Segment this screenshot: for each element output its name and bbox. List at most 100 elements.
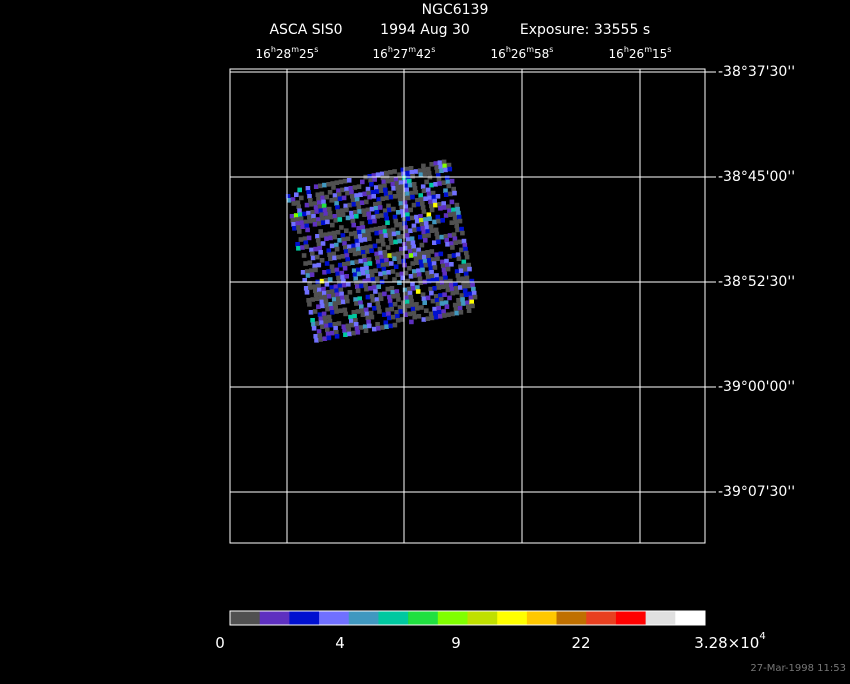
pixel — [466, 262, 471, 268]
pixel — [352, 247, 357, 253]
dec-label: -39°00'00'' — [718, 379, 795, 395]
pixel — [406, 195, 411, 201]
pixel — [300, 245, 305, 250]
pixel — [390, 290, 395, 295]
pixel — [377, 205, 383, 210]
pixel — [429, 162, 434, 167]
pixel — [431, 257, 436, 262]
pixel — [385, 220, 390, 225]
pixel — [456, 256, 462, 261]
pixel — [374, 230, 379, 236]
pixel — [337, 217, 343, 222]
pixel — [372, 306, 377, 311]
pixel — [337, 238, 342, 243]
pixel — [433, 310, 438, 316]
pixel — [353, 234, 359, 240]
pixel — [399, 250, 405, 256]
pixel — [434, 165, 439, 170]
pixel — [431, 261, 437, 266]
pixel — [360, 246, 365, 251]
pixel — [313, 288, 318, 293]
pixel — [286, 198, 292, 203]
exposure: Exposure: 33555 s — [520, 22, 650, 38]
pixel — [357, 234, 363, 239]
pixel — [435, 235, 440, 241]
frame — [229, 68, 706, 544]
pixel — [387, 253, 392, 258]
pixel — [363, 307, 369, 313]
pixel — [383, 274, 388, 280]
pixel — [362, 278, 368, 284]
pixel — [318, 208, 324, 213]
pixel — [295, 200, 301, 205]
pixel — [438, 293, 443, 298]
pixel — [387, 207, 392, 213]
image — [285, 159, 478, 343]
pixel — [405, 170, 410, 176]
pixel — [376, 197, 381, 202]
pixel — [340, 187, 345, 193]
pixel — [328, 322, 333, 328]
pixel — [411, 310, 417, 316]
pixel — [314, 296, 320, 301]
pixel — [405, 212, 410, 217]
pixel — [312, 284, 317, 289]
pixel — [345, 257, 350, 262]
pixel — [358, 258, 364, 264]
pixel — [381, 225, 387, 230]
pixel — [316, 262, 322, 268]
pixel — [324, 323, 329, 329]
pixel — [395, 272, 401, 277]
pixel — [375, 259, 381, 265]
pixel — [417, 276, 423, 281]
pixel — [372, 177, 377, 182]
pixel — [290, 218, 296, 223]
pixel — [299, 195, 304, 201]
pixel — [393, 239, 398, 245]
pixel — [307, 214, 312, 220]
pixel — [408, 253, 414, 258]
pixel — [307, 281, 312, 286]
pixel — [401, 192, 406, 197]
pixel — [375, 322, 380, 327]
pixel — [430, 298, 436, 304]
pixel — [414, 302, 419, 307]
pixel — [314, 209, 320, 214]
pixel — [344, 207, 349, 213]
pixel — [436, 239, 441, 245]
pixel — [317, 246, 323, 251]
ra-label: 16h28m25s — [256, 45, 319, 61]
pixel — [402, 200, 408, 205]
pixel — [325, 306, 330, 312]
pixel — [328, 302, 334, 307]
pixel — [307, 218, 313, 224]
pixel — [368, 244, 374, 249]
pixel — [420, 226, 426, 231]
pixel — [413, 252, 418, 257]
pixel — [362, 324, 368, 329]
colorbar-label: 0 — [215, 634, 225, 652]
pixel — [365, 270, 370, 275]
pixel — [313, 334, 318, 339]
pixel — [367, 236, 372, 241]
pixel — [428, 266, 434, 271]
pixel — [364, 286, 369, 292]
pixel — [405, 278, 410, 284]
pixel — [429, 270, 434, 275]
pixel — [368, 178, 373, 183]
pixel — [417, 168, 423, 173]
pixel — [433, 314, 439, 320]
pixel — [349, 318, 354, 324]
pixel — [366, 211, 371, 217]
pixel — [442, 313, 447, 318]
pixel — [450, 245, 455, 250]
pixel — [374, 185, 379, 190]
pixel — [418, 280, 424, 285]
pixel — [382, 270, 387, 276]
pixel — [296, 204, 301, 209]
pixel — [412, 273, 418, 278]
pixel — [327, 318, 333, 324]
pixel — [327, 190, 333, 195]
pixel — [338, 308, 343, 313]
pixel — [354, 197, 360, 202]
